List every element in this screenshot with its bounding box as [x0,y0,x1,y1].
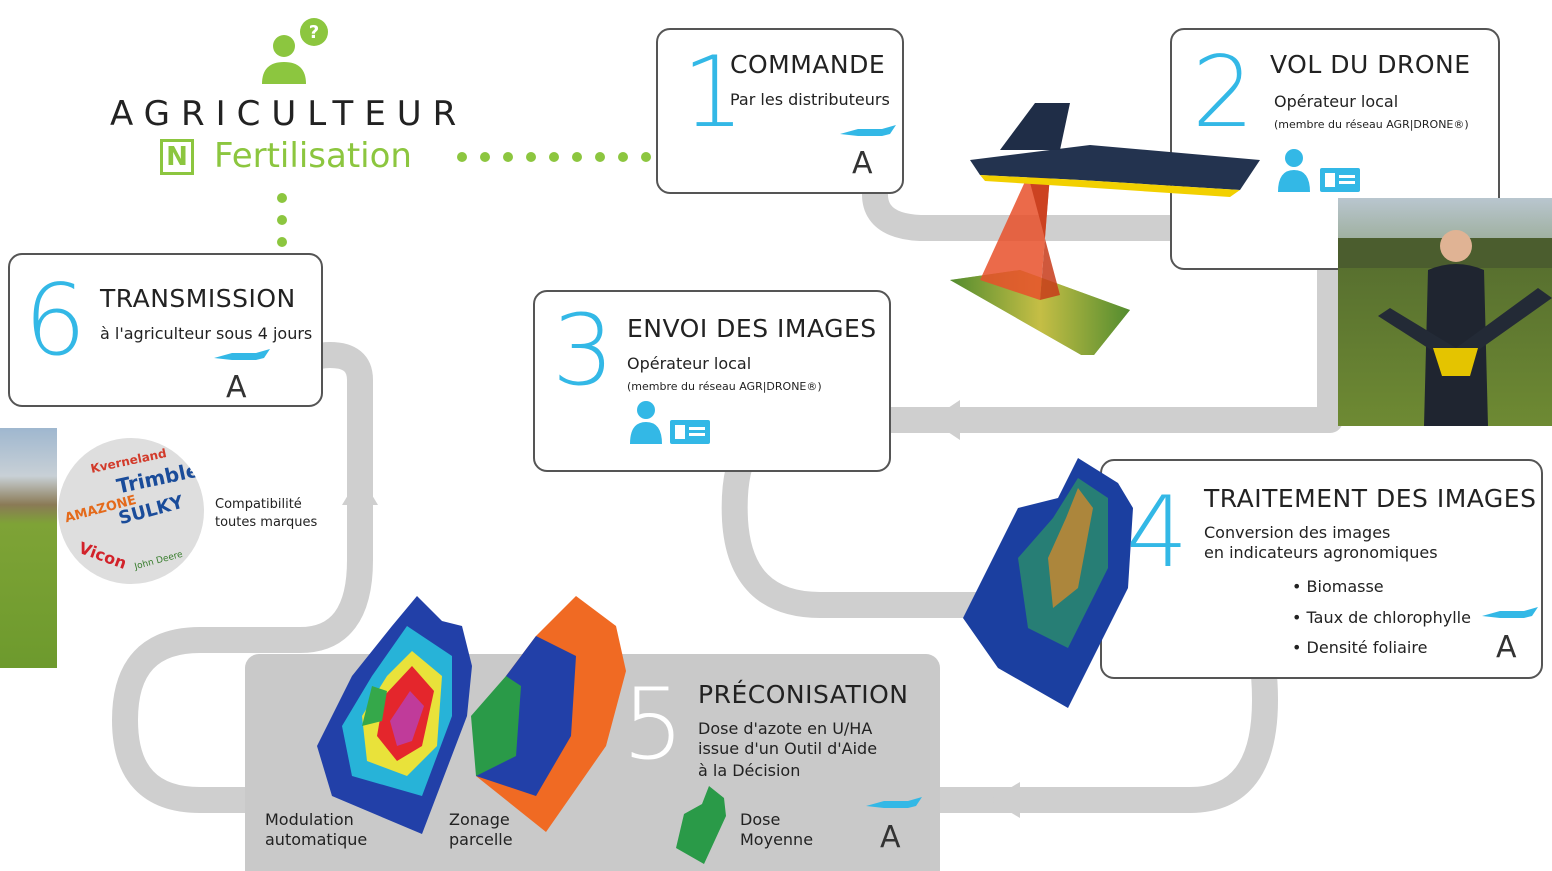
person-icon [630,401,710,444]
dose-label-2: Moyenne [740,830,814,849]
step-5-subtitle-1: Dose d'azote en U/HA [698,719,873,738]
svg-text:?: ? [309,22,319,43]
compat-line-1: Compatibilité [215,497,302,512]
modulation-map [317,596,472,834]
zonage-label-1: Zonage [449,810,510,829]
compat-line-2: toutes marques [215,515,318,530]
processed-field-map [963,458,1133,708]
agridrone-logo: A [226,370,247,405]
step-1-subtitle: Par les distributeurs [730,90,890,109]
person-icon [1278,149,1360,192]
agridrone-logo: A [852,146,873,181]
step-2-network: (membre du réseau AGR|DRONE®) [1274,118,1469,131]
step-4-subtitle-1: Conversion des images [1204,523,1391,542]
step-4-bullet-chlorophylle: • Taux de chlorophylle [1292,608,1471,627]
step-1-title: COMMANDE [730,50,886,79]
step-5-number: 5 [622,668,685,782]
step-4-title: TRAITEMENT DES IMAGES [1204,484,1537,513]
drone-icon [866,797,922,808]
step-5-subtitle-2: issue d'un Outil d'Aide [698,739,878,758]
step-5-title: PRÉCONISATION [698,680,909,709]
step-3-card [533,290,891,472]
dose-map [676,786,726,864]
step-3-title: ENVOI DES IMAGES [627,314,877,343]
step-2-number: 2 [1192,36,1255,150]
brands-circle: Kverneland Trimble AMAZONE SULKY Vicon J… [58,438,204,584]
agridrone-logo: A [1496,630,1517,665]
drone-icon [214,349,270,360]
brand-vicon: Vicon [76,538,130,573]
step-3-subtitle: Opérateur local [627,354,752,373]
step-4-number: 4 [1126,476,1189,590]
step-4-bullet-biomasse: • Biomasse [1292,577,1384,596]
field-photo [0,428,57,668]
step-6-title: TRANSMISSION [100,284,296,313]
step-6-number: 6 [24,264,87,378]
zonage-map [471,596,626,832]
step-3-number: 3 [552,294,615,408]
fertilisation-badge: N [160,139,194,175]
question-person-icon: ? [262,18,328,84]
step-1-number: 1 [682,36,745,150]
drone-icon [840,125,896,136]
step-6-subtitle: à l'agriculteur sous 4 jours [100,324,313,343]
modulation-label-2: automatique [265,830,368,849]
drone-flight-illustration [950,103,1260,355]
step-4-card [1100,459,1543,679]
agriculteur-title: AGRICULTEUR [110,94,468,134]
step-3-network: (membre du réseau AGR|DRONE®) [627,380,822,393]
step-4-bullet-densite: • Densité foliaire [1292,638,1428,657]
operator-photo [1338,198,1552,426]
dose-label-1: Dose [740,810,781,829]
zonage-label-2: parcelle [449,830,513,849]
step-2-title: VOL DU DRONE [1270,50,1471,79]
step-5-subtitle-3: à la Décision [698,761,801,780]
drone-icon [1482,607,1538,618]
step-2-subtitle: Opérateur local [1274,92,1399,111]
step-1-card [656,28,904,194]
fertilisation-label: Fertilisation [214,136,412,176]
modulation-label-1: Modulation [265,810,354,829]
step-4-subtitle-2: en indicateurs agronomiques [1204,543,1438,562]
agridrone-logo: A [880,820,901,855]
step-6-card [8,253,323,407]
